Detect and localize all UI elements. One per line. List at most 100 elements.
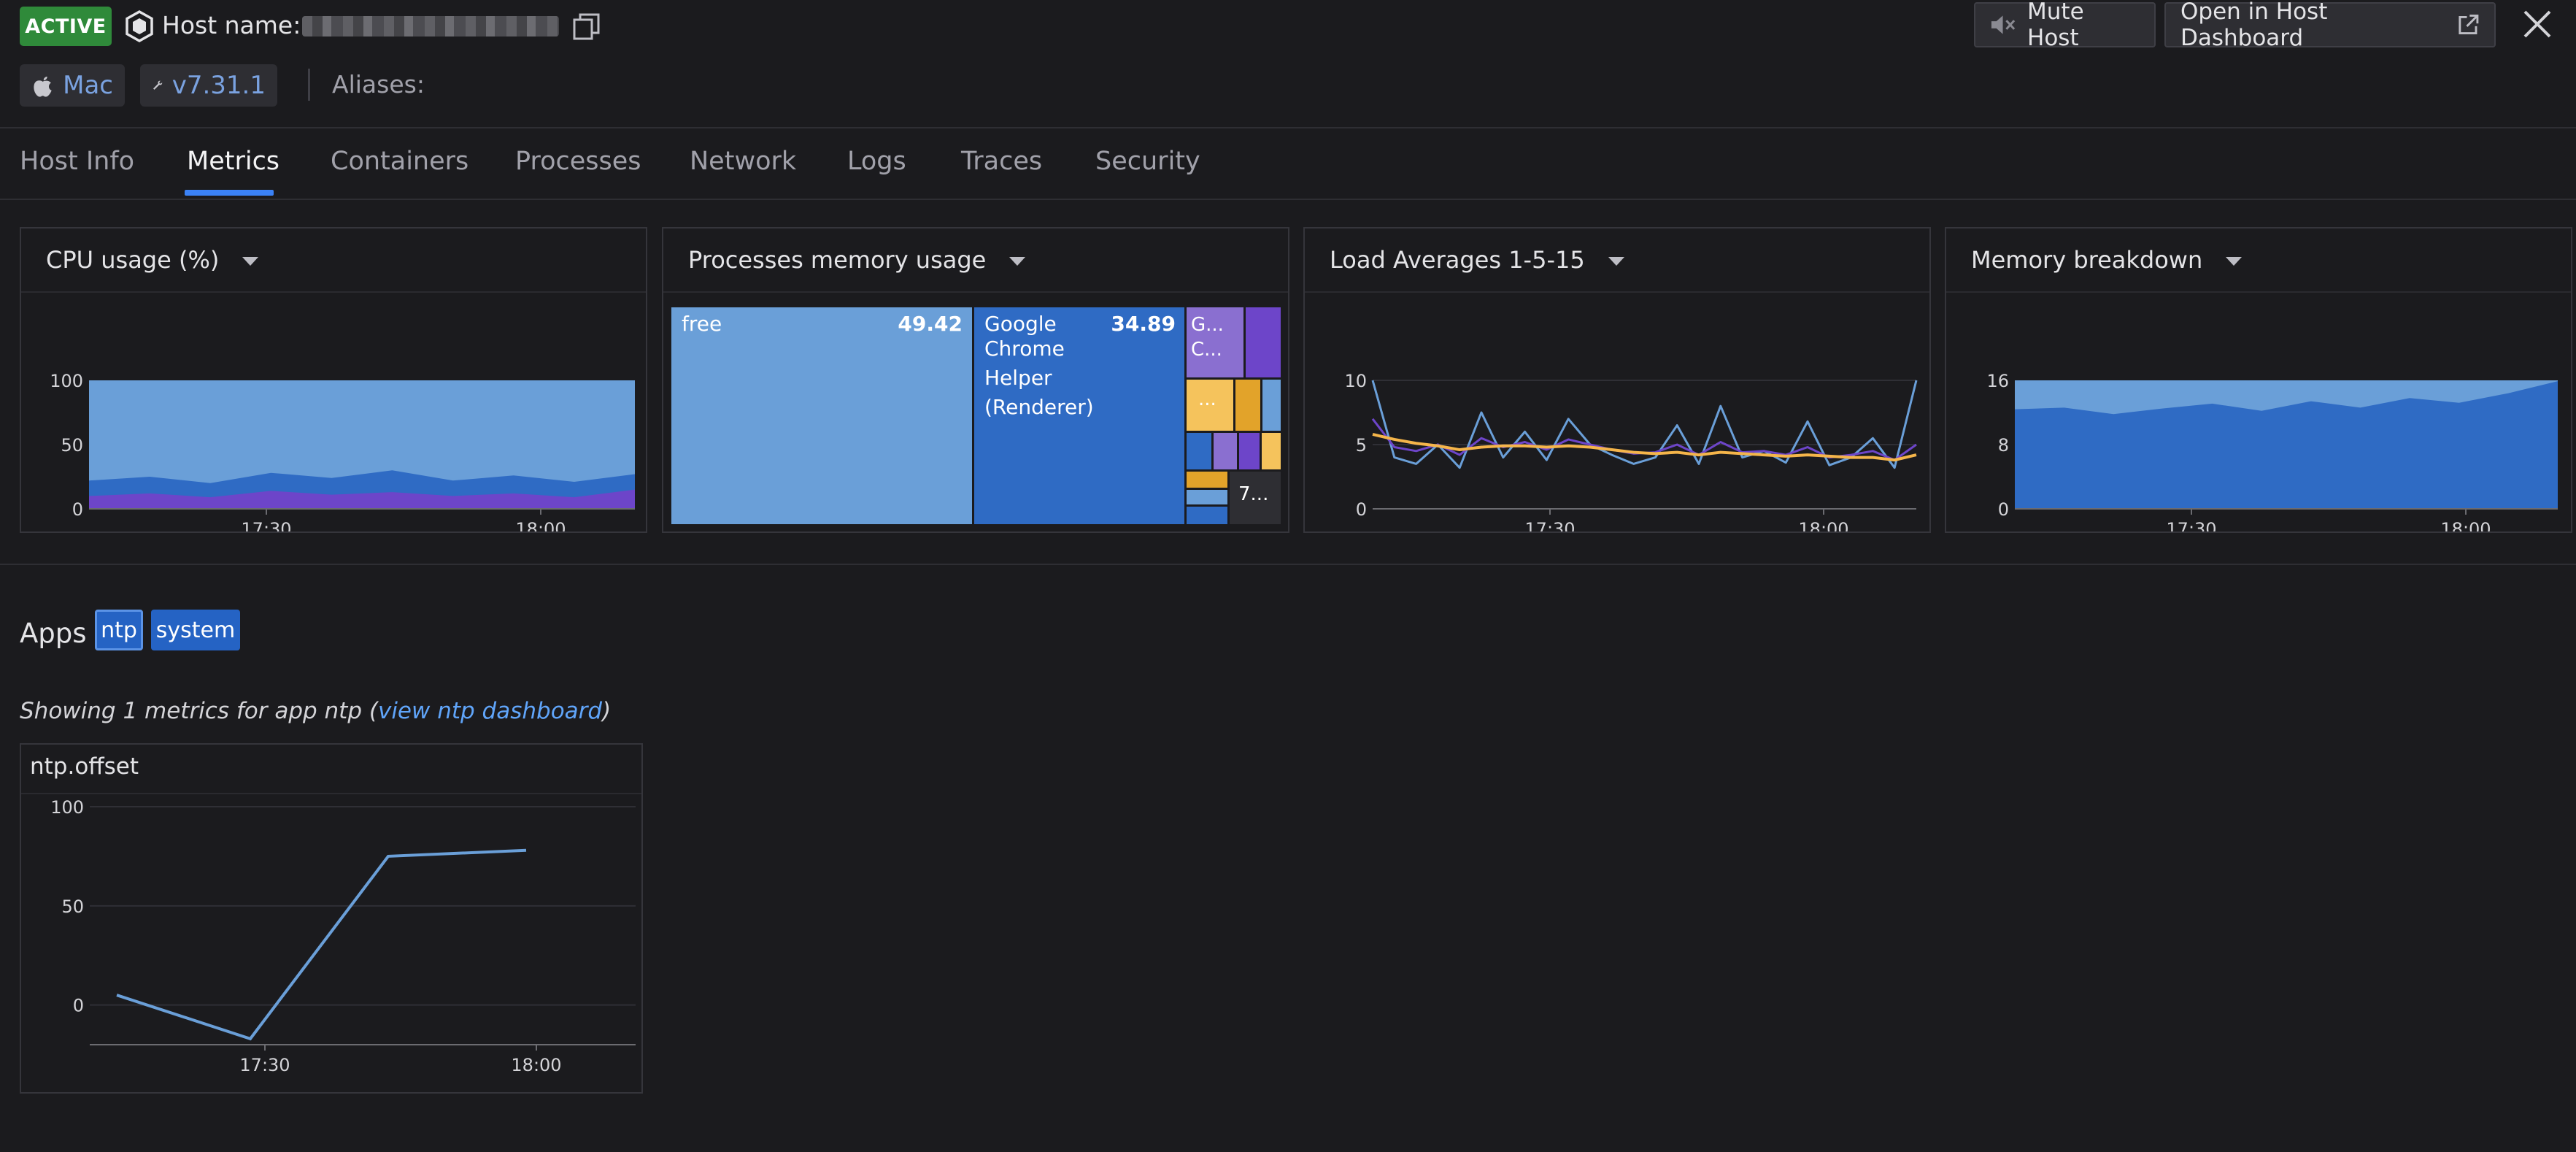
widget-divider xyxy=(663,291,1288,293)
memory-breakdown-widget: Memory breakdown 0 8 16 17:30 18:00 xyxy=(1945,227,2572,533)
y-tick-label: 0 xyxy=(72,499,83,520)
host-name-label: Host name: xyxy=(162,11,301,39)
showing-metrics-text: Showing 1 metrics for app ntp (view ntp … xyxy=(20,694,611,728)
widget-divider xyxy=(21,291,646,293)
agent-version-tag: v7.31.1 xyxy=(140,64,277,107)
app-tag-ntp[interactable]: ntp xyxy=(95,610,143,650)
y-tick-label: 100 xyxy=(50,371,83,391)
chevron-down-icon[interactable] xyxy=(1009,257,1026,266)
close-icon[interactable] xyxy=(2519,6,2556,42)
treemap-label-small: G... C... xyxy=(1191,314,1230,361)
x-tick-label: 17:30 xyxy=(1524,519,1575,531)
ntp-offset-widget: ntp.offset 0 50 100 17:30 18:00 xyxy=(20,743,643,1094)
chevron-down-icon[interactable] xyxy=(1608,257,1624,266)
tab-containers[interactable]: Containers xyxy=(331,147,469,176)
line-series-2 xyxy=(1372,432,1917,462)
active-tab-indicator xyxy=(185,190,274,196)
treemap-cell xyxy=(1187,433,1211,469)
tab-security[interactable]: Security xyxy=(1095,147,1200,176)
tab-host-info[interactable]: Host Info xyxy=(20,147,135,176)
app-tag-system[interactable]: system xyxy=(151,610,240,650)
treemap-cell xyxy=(1187,380,1233,431)
processes-memory-title[interactable]: Processes memory usage xyxy=(688,243,1026,277)
external-link-icon xyxy=(2459,15,2479,34)
x-tick-label: 18:00 xyxy=(515,519,566,531)
view-ntp-dashboard-link[interactable]: view ntp dashboard xyxy=(377,698,603,724)
line-series-0 xyxy=(1371,380,1918,469)
tab-network[interactable]: Network xyxy=(690,147,797,176)
memory-breakdown-title[interactable]: Memory breakdown xyxy=(1971,243,2243,277)
load-averages-title[interactable]: Load Averages 1-5-15 xyxy=(1330,243,1624,277)
y-tick-label: 50 xyxy=(61,435,83,456)
os-tag: Mac xyxy=(20,64,125,107)
host-name-value xyxy=(302,16,559,37)
treemap-value-free: 49.42 xyxy=(898,312,963,336)
os-label: Mac xyxy=(63,71,113,100)
tab-processes[interactable]: Processes xyxy=(515,147,641,176)
processes-memory-treemap: free 49.42 Google Chrome Helper (Rendere… xyxy=(671,307,1281,524)
treemap-label-ellipsis: ... xyxy=(1198,388,1216,410)
cpu-usage-title[interactable]: CPU usage (%) xyxy=(46,243,259,277)
area-series-1 xyxy=(2015,381,2558,509)
y-tick-label: 0 xyxy=(73,996,84,1016)
memory-breakdown-title-text: Memory breakdown xyxy=(1971,246,2203,274)
open-host-dashboard-button[interactable]: Open in Host Dashboard xyxy=(2164,0,2496,51)
open-host-dashboard-label: Open in Host Dashboard xyxy=(2180,0,2328,51)
x-tick-label: 18:00 xyxy=(2440,519,2491,531)
x-tick-label: 18:00 xyxy=(1798,519,1848,531)
cpu-usage-chart: 0 50 100 17:30 18:00 xyxy=(50,371,635,531)
treemap-cell xyxy=(1187,507,1227,524)
treemap-cell xyxy=(1235,380,1260,431)
aliases-label: Aliases: xyxy=(332,70,425,99)
treemap-label-other: 7... xyxy=(1238,483,1268,505)
area-series-0 xyxy=(89,380,635,509)
y-tick-label: 10 xyxy=(1344,371,1367,391)
status-badge: ACTIVE xyxy=(20,7,112,46)
cpu-usage-widget: CPU usage (%) 0 50 100 17:30 18:00 xyxy=(20,227,647,533)
apps-label: Apps xyxy=(20,618,87,649)
y-tick-label: 5 xyxy=(1356,435,1367,456)
y-tick-label: 8 xyxy=(1998,435,2009,456)
copy-icon[interactable] xyxy=(572,12,601,41)
tab-metrics[interactable]: Metrics xyxy=(187,147,280,176)
agent-version-label: v7.31.1 xyxy=(171,71,266,100)
processes-memory-title-text: Processes memory usage xyxy=(688,246,987,274)
mute-host-label: Mute Host xyxy=(2027,0,2084,51)
cpu-usage-title-text: CPU usage (%) xyxy=(46,246,220,274)
ntp-offset-chart: 0 50 100 17:30 18:00 xyxy=(50,797,636,1075)
line-series-0 xyxy=(116,848,527,1041)
treemap-cell xyxy=(1214,433,1237,469)
treemap-cell xyxy=(1246,307,1281,377)
x-tick-label: 18:00 xyxy=(511,1055,561,1075)
treemap-cell xyxy=(1187,307,1243,377)
y-tick-label: 50 xyxy=(61,896,84,917)
treemap-cell xyxy=(1239,433,1260,469)
x-tick-label: 17:30 xyxy=(239,1055,290,1075)
treemap-cell xyxy=(1262,433,1281,469)
tag-separator xyxy=(308,69,310,101)
y-tick-label: 100 xyxy=(50,797,84,818)
memory-breakdown-chart: 0 8 16 17:30 18:00 xyxy=(1986,371,2558,531)
x-tick-label: 17:30 xyxy=(241,519,291,531)
tab-logs[interactable]: Logs xyxy=(847,147,906,176)
widget-divider xyxy=(1946,291,2571,293)
widget-divider xyxy=(1305,291,1929,293)
treemap-cell xyxy=(1187,472,1227,488)
section-divider xyxy=(0,564,2576,565)
treemap-cell-other xyxy=(1230,472,1281,524)
load-averages-title-text: Load Averages 1-5-15 xyxy=(1330,246,1585,274)
y-tick-label: 0 xyxy=(1998,499,2009,520)
showing-prefix: Showing 1 metrics for app ntp ( xyxy=(20,698,378,724)
area-series-2 xyxy=(89,489,635,509)
load-averages-chart: 0 5 10 17:30 18:00 xyxy=(1344,371,1918,531)
mute-host-button[interactable]: Mute Host xyxy=(1974,0,2156,51)
treemap-label-chrome-renderer: Google Chrome Helper (Renderer) xyxy=(984,312,1094,419)
tabs-divider xyxy=(0,199,2576,200)
chevron-down-icon[interactable] xyxy=(2226,257,2243,266)
treemap-value-chrome-renderer: 34.89 xyxy=(1111,312,1176,336)
tab-traces[interactable]: Traces xyxy=(961,147,1043,176)
speaker-muted-icon xyxy=(1991,15,2016,34)
x-tick-label: 17:30 xyxy=(2166,519,2216,531)
y-tick-label: 16 xyxy=(1986,371,2009,391)
chevron-down-icon[interactable] xyxy=(242,257,259,266)
